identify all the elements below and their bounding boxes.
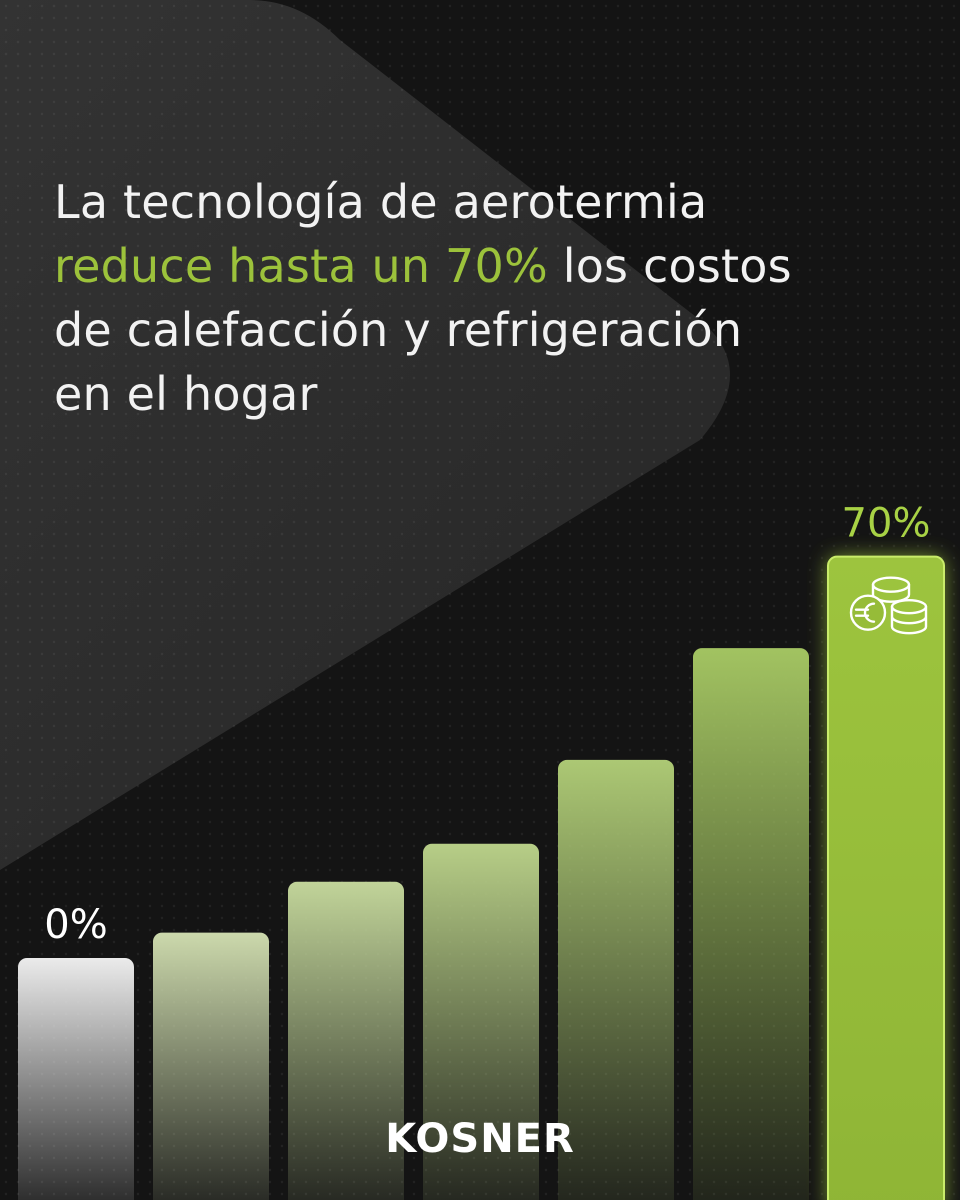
- bar-1: [18, 958, 134, 1200]
- headline-highlight: reduce hasta un 70%: [54, 239, 548, 293]
- bar-5: [558, 759, 674, 1200]
- euro-coins-icon: [849, 576, 928, 635]
- bar-6: [693, 648, 809, 1200]
- headline-line-4: en el hogar: [54, 367, 318, 421]
- headline-line-2: reduce hasta un 70% los costos: [54, 234, 914, 298]
- bar-4: [423, 843, 539, 1200]
- headline-line-3: de calefacción y refrigeración: [54, 303, 743, 357]
- bar-7: [827, 555, 945, 1200]
- data-label-1: 0%: [44, 902, 107, 948]
- data-label-7: 70%: [842, 501, 931, 547]
- headline: La tecnología de aerotermia reduce hasta…: [54, 170, 914, 426]
- headline-line-1: La tecnología de aerotermia: [54, 175, 708, 229]
- bar-2: [153, 932, 269, 1200]
- headline-line-2-rest: los costos: [547, 239, 792, 293]
- kosner-logo: KOSNER: [385, 1116, 575, 1162]
- bar-3: [288, 881, 404, 1200]
